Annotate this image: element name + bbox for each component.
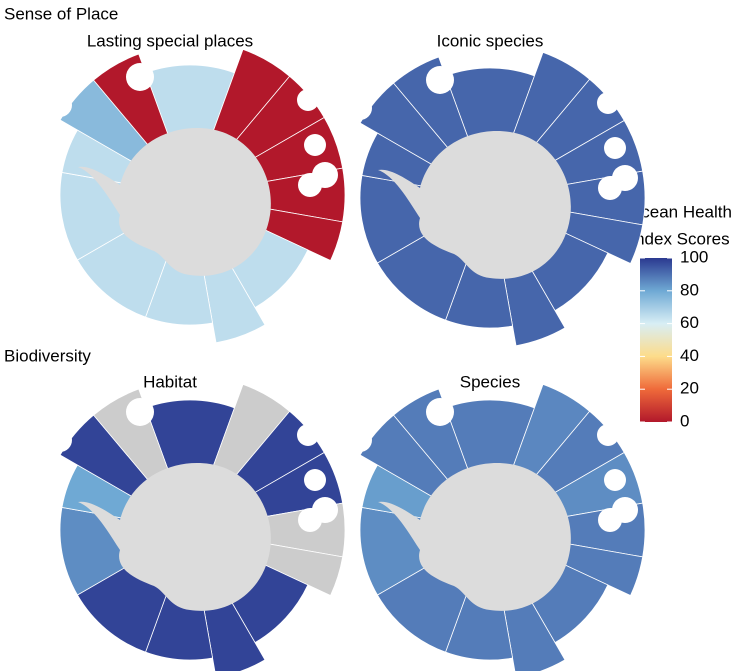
- island: [597, 92, 619, 114]
- colorbar-label: 0: [680, 411, 689, 430]
- antarctica: [78, 128, 271, 276]
- panel-title: Species: [460, 372, 520, 391]
- island: [597, 424, 619, 446]
- section-title: Biodiversity: [4, 346, 91, 365]
- map-panel: [328, 51, 646, 347]
- island: [340, 108, 360, 128]
- island: [304, 469, 326, 491]
- island: [604, 137, 626, 159]
- island: [604, 469, 626, 491]
- antarctica: [378, 131, 571, 279]
- island: [340, 440, 360, 460]
- colorbar-label: 100: [680, 247, 708, 266]
- island: [126, 63, 154, 91]
- island: [40, 440, 60, 460]
- island: [598, 176, 622, 200]
- section-title: Sense of Place: [4, 4, 118, 23]
- map-panel: [28, 48, 346, 344]
- legend-title: Index Scores: [630, 229, 729, 248]
- colorbar-label: 60: [680, 313, 699, 332]
- island: [304, 134, 326, 156]
- island: [40, 105, 60, 125]
- antarctica: [78, 463, 271, 611]
- panel-title: Iconic species: [437, 31, 544, 50]
- island: [426, 398, 454, 426]
- colorbar: [640, 258, 672, 422]
- legend-title: Ocean Health: [628, 202, 732, 221]
- map-panel: [28, 383, 346, 671]
- panel-title: Habitat: [143, 372, 197, 391]
- panel-title: Lasting special places: [87, 31, 253, 50]
- island: [298, 173, 322, 197]
- colorbar-label: 80: [680, 280, 699, 299]
- island: [297, 424, 319, 446]
- island: [298, 508, 322, 532]
- colorbar-label: 40: [680, 346, 699, 365]
- island: [297, 89, 319, 111]
- antarctica: [378, 463, 571, 611]
- map-panel: [328, 383, 646, 671]
- colorbar-label: 20: [680, 379, 699, 398]
- island: [598, 508, 622, 532]
- island: [426, 66, 454, 94]
- island: [126, 398, 154, 426]
